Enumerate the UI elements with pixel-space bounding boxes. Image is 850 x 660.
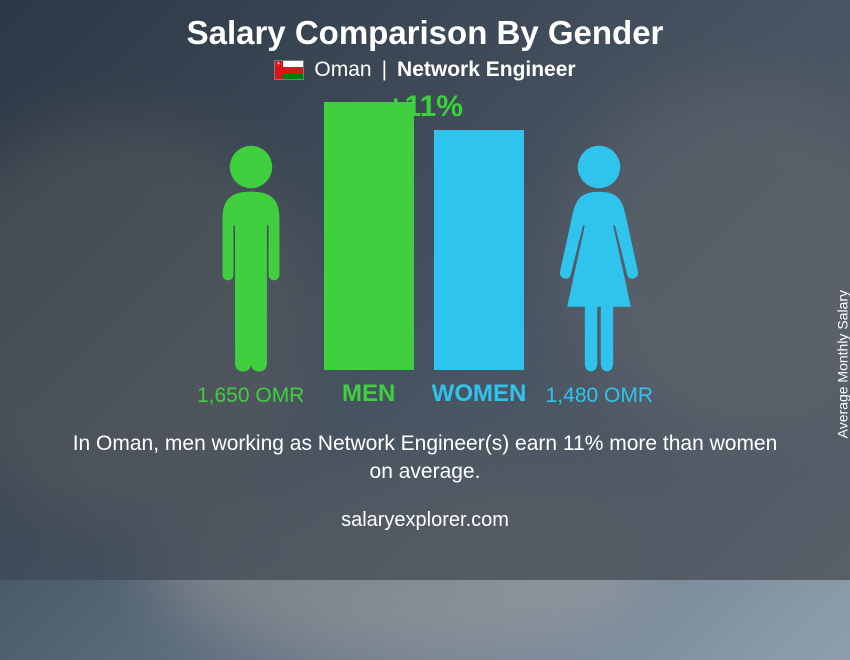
men-value: 1,650 OMR <box>197 384 304 408</box>
description-text: In Oman, men working as Network Engineer… <box>65 430 785 487</box>
women-label: WOMEN <box>432 380 527 408</box>
oman-flag-icon: ✶ <box>274 60 304 80</box>
flag-emblem-icon: ✶ <box>276 62 282 67</box>
men-bar-col: MEN <box>324 102 414 408</box>
page-title: Salary Comparison By Gender <box>187 14 664 52</box>
separator: | <box>382 58 387 82</box>
women-value: 1,480 OMR <box>546 384 653 408</box>
women-bar <box>434 130 524 370</box>
men-bar <box>324 102 414 370</box>
footer-source: salaryexplorer.com <box>341 509 509 532</box>
role-label: Network Engineer <box>397 58 576 82</box>
country-label: Oman <box>314 58 371 82</box>
men-value-col: 1,650 OMR <box>196 134 306 408</box>
subtitle: ✶ Oman | Network Engineer <box>274 58 575 82</box>
women-value-col: 1,480 OMR <box>544 134 654 408</box>
y-axis-label: Average Monthly Salary <box>834 290 850 438</box>
male-icon <box>196 144 306 374</box>
men-label: MEN <box>342 380 395 408</box>
women-bar-col: WOMEN <box>432 130 527 408</box>
female-icon <box>544 144 654 374</box>
chart: 1,650 OMR MEN WOMEN 1,480 OMR <box>196 128 655 408</box>
